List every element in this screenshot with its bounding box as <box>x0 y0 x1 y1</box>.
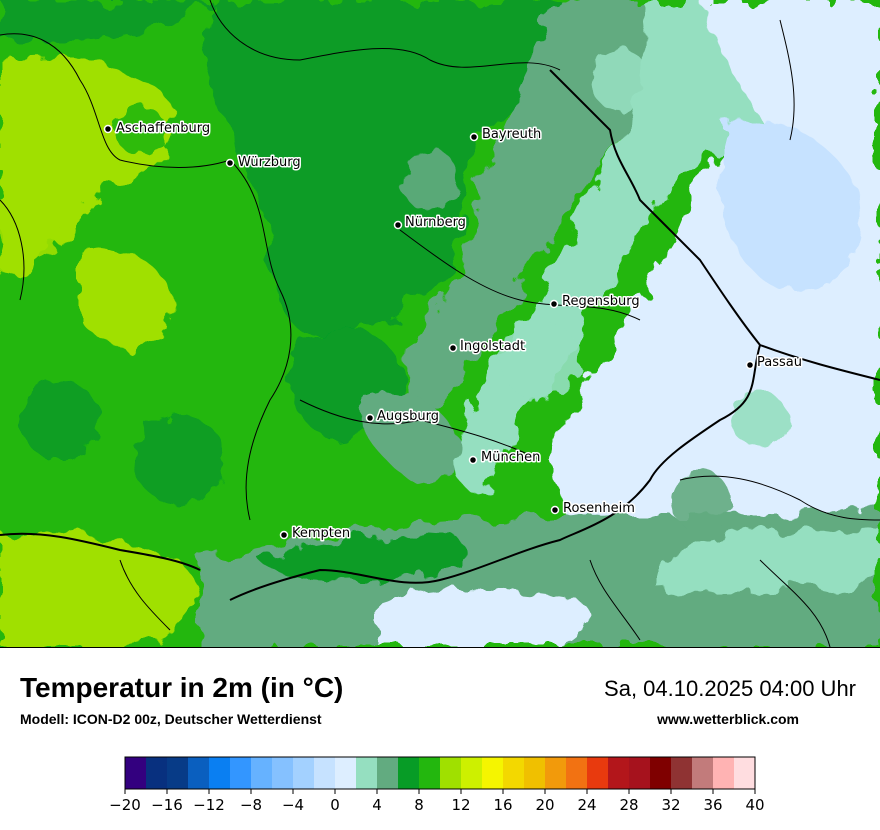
legend-swatch <box>629 757 651 789</box>
legend-swatch <box>566 757 588 789</box>
city-label: Passau <box>757 355 802 370</box>
legend-canvas: −20 −16 −12 −8 −4 0 4 8 12 16 20 24 28 32 36 40 <box>109 756 765 814</box>
legend-border <box>124 756 756 790</box>
legend-swatch <box>146 757 168 789</box>
city-dot <box>550 505 560 515</box>
forecast-datetime: Sa, 04.10.2025 04:00 Uhr <box>604 676 856 701</box>
legend-swatch <box>671 757 693 789</box>
legend-swatch <box>587 757 609 789</box>
legend-tick-label: −12 <box>193 796 225 814</box>
city-dot <box>549 299 559 309</box>
legend-tick-label: 4 <box>372 796 382 814</box>
city-dot <box>103 124 113 134</box>
city-label: Regensburg <box>562 294 640 309</box>
legend-swatch <box>398 757 420 789</box>
legend-swatch <box>356 757 378 789</box>
legend-swatch <box>461 757 483 789</box>
legend-swatch <box>650 757 672 789</box>
legend-swatch <box>314 757 336 789</box>
city-markers: Aschaffenburg Würzburg Bayreuth Nürnberg… <box>103 120 803 543</box>
city-rosenheim[interactable]: Rosenheim <box>550 500 636 518</box>
legend-swatch <box>440 757 462 789</box>
city-label: Kempten <box>292 526 350 541</box>
legend-swatch <box>482 757 504 789</box>
city-kempten[interactable]: Kempten <box>279 525 352 543</box>
legend-swatch <box>188 757 210 789</box>
website-link[interactable]: www.wetterblick.com <box>657 711 799 727</box>
legend-tick-label: 40 <box>745 796 764 814</box>
legend-swatch <box>419 757 441 789</box>
temperature-zones <box>0 0 880 647</box>
map-canvas: Aschaffenburg Würzburg Bayreuth Nürnberg… <box>0 0 880 647</box>
legend-swatch <box>167 757 189 789</box>
city-dot <box>225 158 235 168</box>
city-label: München <box>481 450 540 465</box>
legend-swatch <box>608 757 630 789</box>
city-label: Würzburg <box>238 155 301 170</box>
legend-tick-label: −16 <box>151 796 183 814</box>
legend-swatch <box>692 757 714 789</box>
legend-swatch <box>734 757 756 789</box>
legend-tick-label: 32 <box>661 796 680 814</box>
legend-tick-label: 8 <box>414 796 424 814</box>
legend-swatch <box>272 757 294 789</box>
city-label: Rosenheim <box>563 501 635 516</box>
legend-tick-label: 20 <box>535 796 554 814</box>
legend-tick-label: −20 <box>109 796 141 814</box>
legend-swatch <box>125 757 147 789</box>
city-ingolstadt[interactable]: Ingolstadt <box>448 338 527 356</box>
map-title: Temperatur in 2m (in °C) <box>20 672 344 703</box>
city-regensburg[interactable]: Regensburg <box>549 293 641 311</box>
city-dot <box>468 455 478 465</box>
legend-swatch <box>335 757 357 789</box>
legend-tick-label: 16 <box>493 796 512 814</box>
borders <box>0 0 880 647</box>
legend-swatch <box>293 757 315 789</box>
city-dot <box>448 343 458 353</box>
legend-tick-label: −8 <box>240 796 262 814</box>
city-muenchen[interactable]: München <box>468 449 542 467</box>
legend-swatch <box>713 757 735 789</box>
legend-swatch <box>524 757 546 789</box>
city-dot <box>279 530 289 540</box>
city-dot <box>393 220 403 230</box>
city-label: Nürnberg <box>405 215 466 230</box>
city-wuerzburg[interactable]: Würzburg <box>225 154 302 172</box>
legend-swatch <box>209 757 231 789</box>
city-dot <box>365 413 375 423</box>
legend-tick-label: 12 <box>451 796 470 814</box>
legend-swatch <box>230 757 252 789</box>
legend-tick-label: 36 <box>703 796 722 814</box>
city-dot <box>745 360 755 370</box>
city-label: Aschaffenburg <box>116 121 210 136</box>
legend-tick-label: 24 <box>577 796 596 814</box>
model-source: Modell: ICON-D2 00z, Deutscher Wetterdie… <box>20 711 322 727</box>
city-label: Ingolstadt <box>460 339 525 354</box>
legend-tick-label: 0 <box>330 796 340 814</box>
temperature-speckles <box>0 50 788 530</box>
legend-tick-label: −4 <box>282 796 304 814</box>
legend-swatch <box>545 757 567 789</box>
city-label: Bayreuth <box>482 127 541 142</box>
legend-tick-label: 28 <box>619 796 638 814</box>
city-augsburg[interactable]: Augsburg <box>365 408 441 426</box>
city-passau[interactable]: Passau <box>745 354 803 372</box>
city-nuernberg[interactable]: Nürnberg <box>393 214 467 232</box>
city-bayreuth[interactable]: Bayreuth <box>469 126 543 144</box>
city-aschaffenburg[interactable]: Aschaffenburg <box>103 120 212 138</box>
color-legend: −20 −16 −12 −8 −4 0 4 8 12 16 20 24 28 32 36 40 <box>105 755 775 825</box>
city-dot <box>469 132 479 142</box>
legend-swatch <box>251 757 273 789</box>
legend-swatch <box>377 757 399 789</box>
legend-swatch <box>503 757 525 789</box>
temperature-map: Aschaffenburg Würzburg Bayreuth Nürnberg… <box>0 0 880 648</box>
city-label: Augsburg <box>377 409 439 424</box>
